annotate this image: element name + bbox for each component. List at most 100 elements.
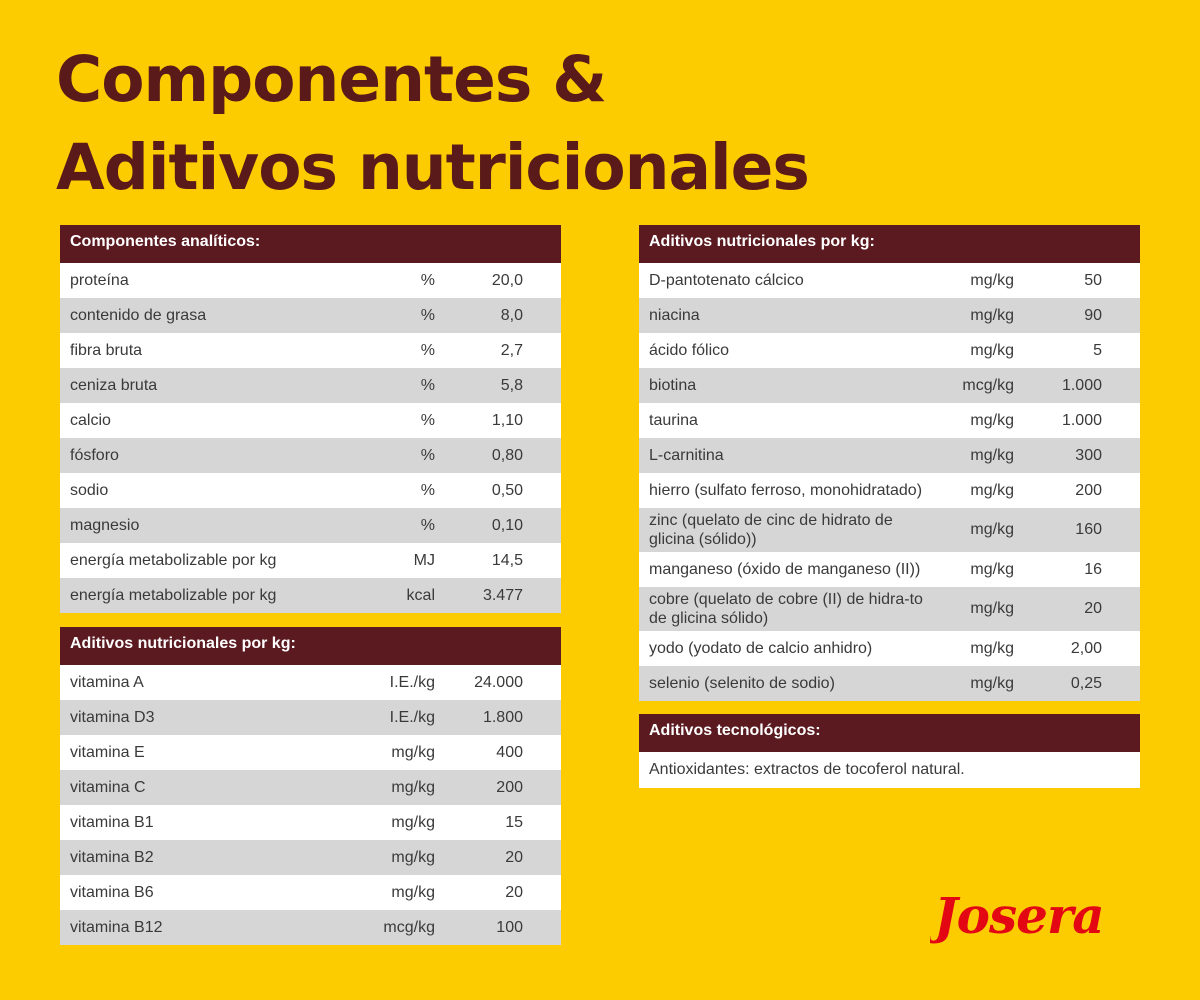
row-unit: % <box>420 411 435 429</box>
analytic-components-table: Componentes analíticos: proteína% 20,0 con… <box>60 225 561 613</box>
technological-additives-table: Aditivos tecnológicos: Antioxidantes: ex… <box>639 714 1140 788</box>
row-name: energía metabolizable por kg <box>70 587 277 604</box>
table-row: cobre (quelato de cobre (II) de hidra-to… <box>639 587 1140 631</box>
josera-logo: Josera <box>930 886 1105 945</box>
row-value: 50 <box>1084 271 1102 289</box>
row-name: vitamina C <box>70 779 146 796</box>
row-value: 400 <box>496 743 523 761</box>
row-unit: mg/kg <box>970 306 1014 324</box>
table-heading: Aditivos nutricionales por kg: <box>60 627 561 665</box>
row-value: 160 <box>1075 521 1102 538</box>
page-title-line1: Componentes & <box>56 43 607 116</box>
row-name: vitamina B12 <box>70 919 163 936</box>
row-unit: I.E./kg <box>389 673 435 691</box>
table-row: vitamina B6 mg/kg 20 <box>60 875 561 910</box>
row-name: L-carnitina <box>649 447 724 464</box>
row-unit: mg/kg <box>970 481 1014 499</box>
row-unit: % <box>420 271 435 289</box>
row-unit: % <box>420 516 435 534</box>
table-row: vitamina B1 mg/kg 15 <box>60 805 561 840</box>
row-unit: % <box>420 481 435 499</box>
row-value: 0,80 <box>491 446 523 464</box>
row-unit: mcg/kg <box>962 376 1014 394</box>
row-value: 0,25 <box>1070 674 1102 692</box>
row-value: 1.000 <box>1061 376 1102 394</box>
row-value: 20 <box>505 883 523 901</box>
table-row: ceniza bruta% 5,8 <box>60 368 561 403</box>
row-name: manganeso (óxido de manganeso (II)) <box>649 561 921 578</box>
table-row: D-pantotenato cálcico mg/kg 50 <box>639 263 1140 298</box>
row-value: 14,5 <box>491 551 523 569</box>
row-unit: mg/kg <box>970 674 1014 692</box>
row-name: taurina <box>649 412 698 429</box>
row-value: 100 <box>496 918 523 936</box>
row-unit: mg/kg <box>970 600 1014 617</box>
table-row: zinc (quelato de cinc de hidrato de glic… <box>639 508 1140 552</box>
table-heading: Aditivos nutricionales por kg: <box>639 225 1140 263</box>
table-row: taurina mg/kg 1.000 <box>639 403 1140 438</box>
row-value: 2,00 <box>1070 639 1102 657</box>
table-row: proteína% 20,0 <box>60 263 561 298</box>
row-name: sodio <box>70 482 109 499</box>
row-name: zinc (quelato de cinc de hidrato de glic… <box>649 512 893 548</box>
vitamins-table: Aditivos nutricionales por kg: vitamina … <box>60 627 561 945</box>
row-name: vitamina B6 <box>70 884 154 901</box>
row-unit: mg/kg <box>391 743 435 761</box>
row-unit: mg/kg <box>391 883 435 901</box>
row-name: fósforo <box>70 447 119 464</box>
row-value: 200 <box>1075 481 1102 499</box>
row-value: 20 <box>1084 600 1102 617</box>
row-name: ácido fólico <box>649 342 730 359</box>
row-name: vitamina A <box>70 674 144 691</box>
row-value: 16 <box>1084 560 1102 578</box>
row-name: niacina <box>649 307 700 324</box>
table-row: energía metabolizable por kg MJ 14,5 <box>60 543 561 578</box>
row-unit: mg/kg <box>391 778 435 796</box>
row-name: calcio <box>70 412 111 429</box>
table-row: manganeso (óxido de manganeso (II)) mg/kg… <box>639 552 1140 587</box>
table-row: fósforo% 0,80 <box>60 438 561 473</box>
row-value: 1.800 <box>482 708 523 726</box>
row-unit: MJ <box>413 551 435 569</box>
nutritional-additives-table: Aditivos nutricionales por kg: D-pantote… <box>639 225 1140 701</box>
row-unit: % <box>420 376 435 394</box>
row-value: 5,8 <box>500 376 523 394</box>
row-name: D-pantotenato cálcico <box>649 272 804 289</box>
row-name: vitamina B2 <box>70 849 154 866</box>
row-value: 1.000 <box>1061 411 1102 429</box>
row-value: 20 <box>505 848 523 866</box>
row-value: 3.477 <box>482 586 523 604</box>
table-row: ácido fólico mg/kg 5 <box>639 333 1140 368</box>
table-row: vitamina B2 mg/kg 20 <box>60 840 561 875</box>
row-name: fibra bruta <box>70 342 143 359</box>
row-value: 90 <box>1084 306 1102 324</box>
table-row: hierro (sulfato ferroso, monohidratado) m… <box>639 473 1140 508</box>
row-name: hierro (sulfato ferroso, monohidratado) <box>649 482 923 499</box>
row-unit: mg/kg <box>970 639 1014 657</box>
table-row: sodio% 0,50 <box>60 473 561 508</box>
row-unit: % <box>420 341 435 359</box>
table-row: vitamina C mg/kg 200 <box>60 770 561 805</box>
row-value: 24.000 <box>474 673 523 691</box>
table-row: fibra bruta% 2,7 <box>60 333 561 368</box>
table-row: yodo (yodato de calcio anhidro) mg/kg 2,00 <box>639 631 1140 666</box>
row-value: 1,10 <box>491 411 523 429</box>
technological-additives-text: Antioxidantes: extractos de tocoferol na… <box>649 761 965 778</box>
row-value: 300 <box>1075 446 1102 464</box>
row-unit: % <box>420 306 435 324</box>
table-row: biotina mcg/kg 1.000 <box>639 368 1140 403</box>
row-name: vitamina B1 <box>70 814 154 831</box>
table-row: vitamina B12 mcg/kg 100 <box>60 910 561 945</box>
row-name: vitamina E <box>70 744 145 761</box>
row-unit: mg/kg <box>391 848 435 866</box>
row-name: proteína <box>70 272 129 289</box>
page-title-line2: Aditivos nutricionales <box>56 131 810 204</box>
row-name: contenido de grasa <box>70 307 207 324</box>
row-name: vitamina D3 <box>70 709 155 726</box>
row-unit: mg/kg <box>970 521 1014 538</box>
row-name: energía metabolizable por kg <box>70 552 277 569</box>
row-unit: I.E./kg <box>389 708 435 726</box>
row-name: selenio (selenito de sodio) <box>649 675 835 692</box>
row-value: 15 <box>505 813 523 831</box>
row-name: cobre (quelato de cobre (II) de hidra-to… <box>649 591 923 627</box>
